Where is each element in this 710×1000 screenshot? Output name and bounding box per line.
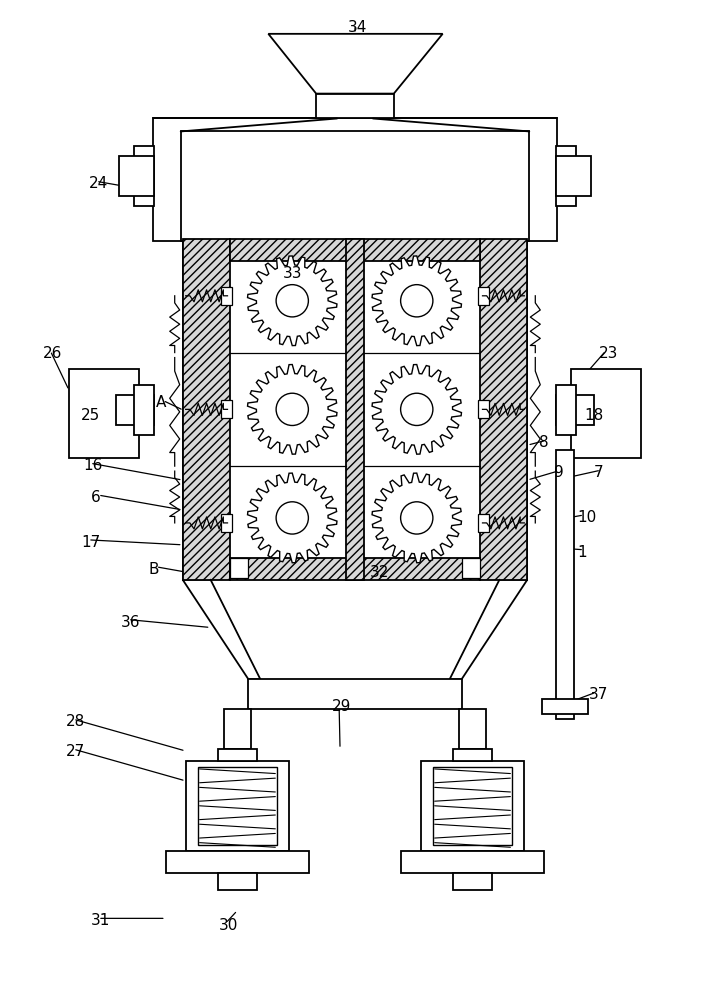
Bar: [221, 400, 232, 418]
Text: 30: 30: [219, 918, 238, 933]
Text: 32: 32: [370, 565, 389, 580]
Bar: [221, 287, 232, 305]
Text: 26: 26: [43, 346, 62, 361]
Bar: [186, 761, 289, 851]
Polygon shape: [372, 365, 462, 454]
Circle shape: [400, 393, 433, 425]
Bar: [231, 558, 479, 580]
Text: 36: 36: [121, 615, 141, 630]
Text: 27: 27: [66, 744, 85, 759]
Bar: [459, 709, 486, 749]
Bar: [401, 851, 545, 873]
Bar: [478, 514, 489, 532]
Polygon shape: [248, 256, 337, 346]
Polygon shape: [372, 256, 462, 346]
Text: 23: 23: [599, 346, 618, 361]
Polygon shape: [248, 365, 337, 454]
Polygon shape: [248, 473, 337, 563]
Circle shape: [276, 502, 308, 534]
Text: 31: 31: [91, 913, 111, 928]
Circle shape: [276, 285, 308, 317]
Text: 24: 24: [89, 176, 109, 191]
Text: 8: 8: [540, 435, 549, 450]
Bar: [452, 749, 493, 761]
Bar: [248, 679, 462, 709]
Text: 10: 10: [577, 510, 596, 525]
Text: 29: 29: [332, 699, 351, 714]
Text: B: B: [149, 562, 159, 577]
Bar: [116, 395, 154, 425]
Bar: [556, 450, 574, 719]
Bar: [221, 514, 232, 532]
Circle shape: [400, 502, 433, 534]
Circle shape: [276, 393, 308, 425]
Bar: [231, 558, 248, 578]
Bar: [462, 558, 479, 578]
Bar: [571, 369, 641, 458]
Bar: [346, 239, 364, 580]
Text: 17: 17: [81, 535, 100, 550]
Bar: [556, 156, 591, 196]
Bar: [231, 239, 479, 261]
Circle shape: [400, 285, 433, 317]
Text: 6: 6: [91, 490, 101, 505]
Bar: [224, 709, 251, 749]
Text: 25: 25: [81, 408, 100, 423]
Text: 28: 28: [66, 714, 85, 729]
Text: 7: 7: [594, 465, 604, 480]
Polygon shape: [372, 473, 462, 563]
Bar: [556, 385, 576, 435]
Bar: [421, 761, 524, 851]
Bar: [556, 395, 594, 425]
Bar: [182, 239, 528, 580]
Bar: [316, 94, 394, 118]
Polygon shape: [211, 580, 499, 679]
Bar: [182, 239, 231, 580]
Text: A: A: [155, 395, 166, 410]
Bar: [556, 146, 576, 206]
Text: 1: 1: [577, 545, 586, 560]
Text: 33: 33: [283, 266, 302, 281]
Text: 16: 16: [83, 458, 102, 473]
Text: 34: 34: [348, 20, 367, 35]
Text: 18: 18: [584, 408, 604, 423]
Bar: [542, 699, 588, 714]
Bar: [217, 873, 258, 890]
Bar: [153, 118, 557, 241]
Bar: [197, 767, 278, 845]
Polygon shape: [182, 580, 528, 679]
Bar: [452, 873, 493, 890]
Bar: [478, 287, 489, 305]
Bar: [180, 131, 530, 241]
Bar: [217, 749, 258, 761]
Bar: [134, 146, 154, 206]
Bar: [69, 369, 139, 458]
Text: 9: 9: [555, 465, 564, 480]
Bar: [432, 767, 513, 845]
Bar: [134, 385, 154, 435]
Bar: [165, 851, 309, 873]
Bar: [119, 156, 154, 196]
Polygon shape: [268, 34, 442, 94]
Text: 37: 37: [589, 687, 608, 702]
Bar: [479, 239, 528, 580]
Bar: [478, 400, 489, 418]
